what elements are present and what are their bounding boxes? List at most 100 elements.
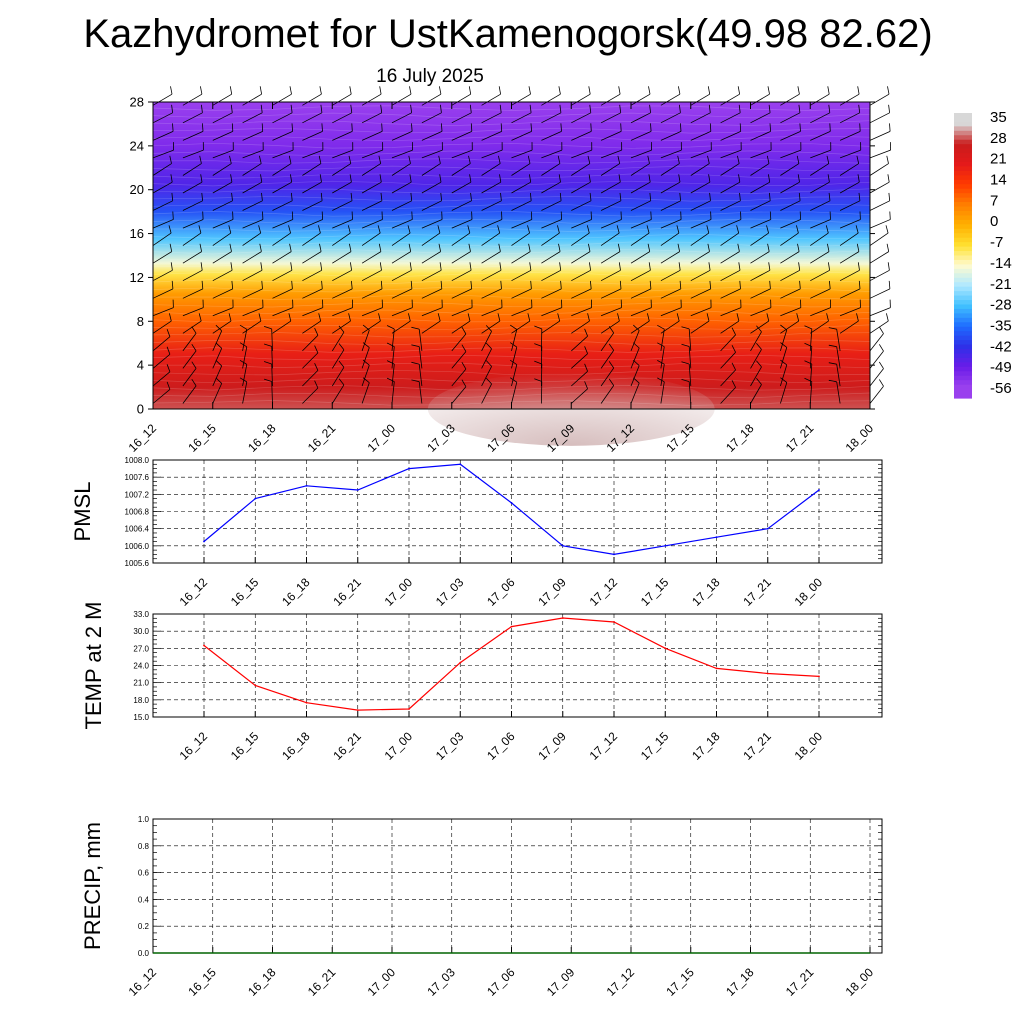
data-point [613, 621, 615, 623]
data-point [408, 467, 410, 470]
data-point [766, 672, 769, 675]
y-tick-label: 1007.6 [125, 473, 150, 482]
wind-barb [869, 163, 889, 176]
wind-barb-flag [411, 344, 420, 347]
wind-barb-flag [678, 86, 681, 95]
wind-barb [152, 149, 174, 159]
wind-barb [212, 330, 223, 352]
x-tick-label: 18_00 [792, 575, 826, 609]
wind-barb [272, 181, 292, 194]
wind-barb-flag [767, 243, 770, 252]
wind-barb-flag [169, 155, 172, 164]
wind-barb-flag [619, 104, 622, 113]
wind-barb-flag [291, 123, 293, 132]
wind-barb-flag [362, 359, 370, 366]
y-axis-label: PRECIP, mm [80, 822, 105, 950]
colorbar-swatch [954, 193, 972, 199]
data-point [715, 536, 718, 539]
wind-barb [750, 149, 772, 159]
wind-barb-flag [362, 342, 370, 348]
wind-barb-flag [200, 262, 203, 271]
wind-barb [242, 251, 262, 264]
wind-barb-flag [499, 174, 502, 183]
x-tick-label: 17_06 [484, 575, 518, 609]
wind-barb [182, 333, 197, 352]
wind-barb [242, 200, 263, 211]
wind-barb-flag [438, 155, 441, 164]
wind-barb [361, 163, 381, 176]
colorbar-swatch [954, 202, 972, 208]
wind-barb [481, 149, 503, 159]
contour-line [152, 211, 871, 217]
wind-barb [511, 364, 518, 387]
wind-barb [690, 269, 711, 282]
wind-barb-flag [410, 280, 413, 289]
wind-barb-flag [231, 280, 234, 289]
wind-barb [810, 131, 831, 141]
wind-barb [720, 131, 741, 141]
wind-barb-flag [348, 313, 351, 322]
wind-barb [391, 93, 412, 106]
wind-barb-flag [530, 192, 532, 201]
wind-barb-flag [825, 225, 829, 234]
colorbar-swatch [954, 179, 972, 185]
wind-barb-flag [584, 328, 588, 337]
wind-barb [571, 200, 592, 211]
wind-barb-flag [314, 327, 319, 336]
wind-barb [182, 385, 197, 404]
wind-barb [361, 329, 370, 352]
wind-barb [481, 331, 492, 352]
wind-barb-flag [169, 243, 173, 252]
colorbar-swatch [954, 161, 972, 168]
wind-barb [750, 251, 770, 264]
wind-barb-flag [560, 123, 562, 132]
wind-barb [182, 181, 203, 194]
wind-barb-flag [796, 313, 800, 322]
colorbar-swatch [954, 144, 972, 150]
wind-barb-flag [263, 326, 272, 330]
wind-barb [332, 232, 351, 246]
wind-barb-flag [608, 378, 615, 386]
wind-barb [571, 112, 591, 124]
wind-barb [272, 307, 294, 317]
wind-barb-flag [440, 104, 442, 113]
wind-barb [541, 251, 561, 264]
wind-barb-flag [500, 123, 503, 132]
wind-barb-flag [648, 262, 651, 271]
wind-barb [869, 251, 889, 264]
data-point [254, 684, 257, 687]
wind-barb-flag [411, 123, 413, 132]
wind-barb [302, 200, 323, 211]
colorbar-swatch [954, 322, 972, 328]
wind-barb [212, 348, 223, 369]
colorbar-swatch [954, 268, 972, 274]
wind-barb-flag [230, 104, 233, 113]
wind-barb-flag [498, 86, 501, 95]
wind-barb [688, 328, 692, 351]
wind-barb [541, 200, 562, 211]
wind-barb-flag [859, 123, 861, 132]
wind-barb-flag [338, 378, 345, 386]
wind-barb [810, 320, 829, 334]
wind-barb-flag [290, 104, 293, 113]
wind-barb-flag [319, 243, 322, 252]
x-tick-label: 18_00 [843, 965, 877, 999]
wind-barb-flag [191, 361, 197, 369]
colorbar-label: -28 [990, 297, 1012, 314]
contour-line [152, 158, 871, 164]
x-tick-label: 16_21 [330, 729, 364, 763]
wind-barb-flag [288, 155, 292, 164]
wind-barb-flag [230, 174, 233, 183]
wind-barb-flag [885, 225, 889, 234]
wind-barb [630, 269, 651, 282]
wind-barb-flag [647, 243, 651, 252]
wind-barb [212, 181, 233, 194]
y-axis-label: PMSL [70, 482, 95, 542]
wind-barb-flag [828, 344, 837, 348]
wind-barb-flag [198, 313, 202, 322]
wind-barb-flag [804, 325, 812, 330]
wind-barb [451, 288, 472, 299]
colorbar-swatch [954, 295, 972, 301]
wind-barb-flag [769, 192, 771, 201]
wind-barb [541, 131, 562, 141]
